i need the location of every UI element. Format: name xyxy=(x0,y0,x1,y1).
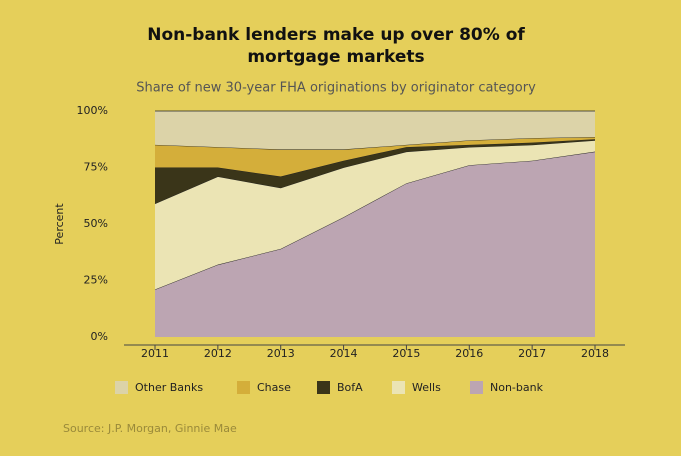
x-tick-label: 2011 xyxy=(141,347,169,360)
area xyxy=(155,140,595,290)
area-edge xyxy=(154,136,596,150)
legend-swatch xyxy=(317,381,330,394)
legend-swatch xyxy=(115,381,128,394)
legend-label: Non-bank xyxy=(490,381,544,394)
x-tick-label: 2014 xyxy=(330,347,358,360)
legend-label: BofA xyxy=(337,381,363,394)
x-tick-label: 2013 xyxy=(267,347,295,360)
y-tick-label: 25% xyxy=(84,274,108,287)
y-tick-label: 50% xyxy=(84,217,108,230)
source: Source: J.P. Morgan, Ginnie Mae xyxy=(63,422,237,435)
x-tick-label: 2015 xyxy=(392,347,420,360)
x-tick-label: 2017 xyxy=(518,347,546,360)
legend-label: Wells xyxy=(412,381,441,394)
legend-label: Chase xyxy=(257,381,291,394)
y-tick-label: 75% xyxy=(84,161,108,174)
x-tick-label: 2012 xyxy=(204,347,232,360)
y-tick-label: 0% xyxy=(91,330,108,343)
chart-title: Non-bank lenders make up over 80% of mor… xyxy=(147,25,525,67)
y-tick-label: 100% xyxy=(77,104,108,117)
legend-label: Other Banks xyxy=(135,381,203,394)
area xyxy=(155,136,595,177)
x-tick-label: 2018 xyxy=(581,347,609,360)
chart-subtitle: Share of new 30-year FHA originations by… xyxy=(136,81,536,96)
area xyxy=(155,151,595,337)
x-tick-label: 2016 xyxy=(455,347,483,360)
legend-swatch xyxy=(392,381,405,394)
legend-swatch xyxy=(237,381,250,394)
legend-swatch xyxy=(470,381,483,394)
y-axis-label: Percent xyxy=(53,203,66,245)
area xyxy=(155,111,595,150)
